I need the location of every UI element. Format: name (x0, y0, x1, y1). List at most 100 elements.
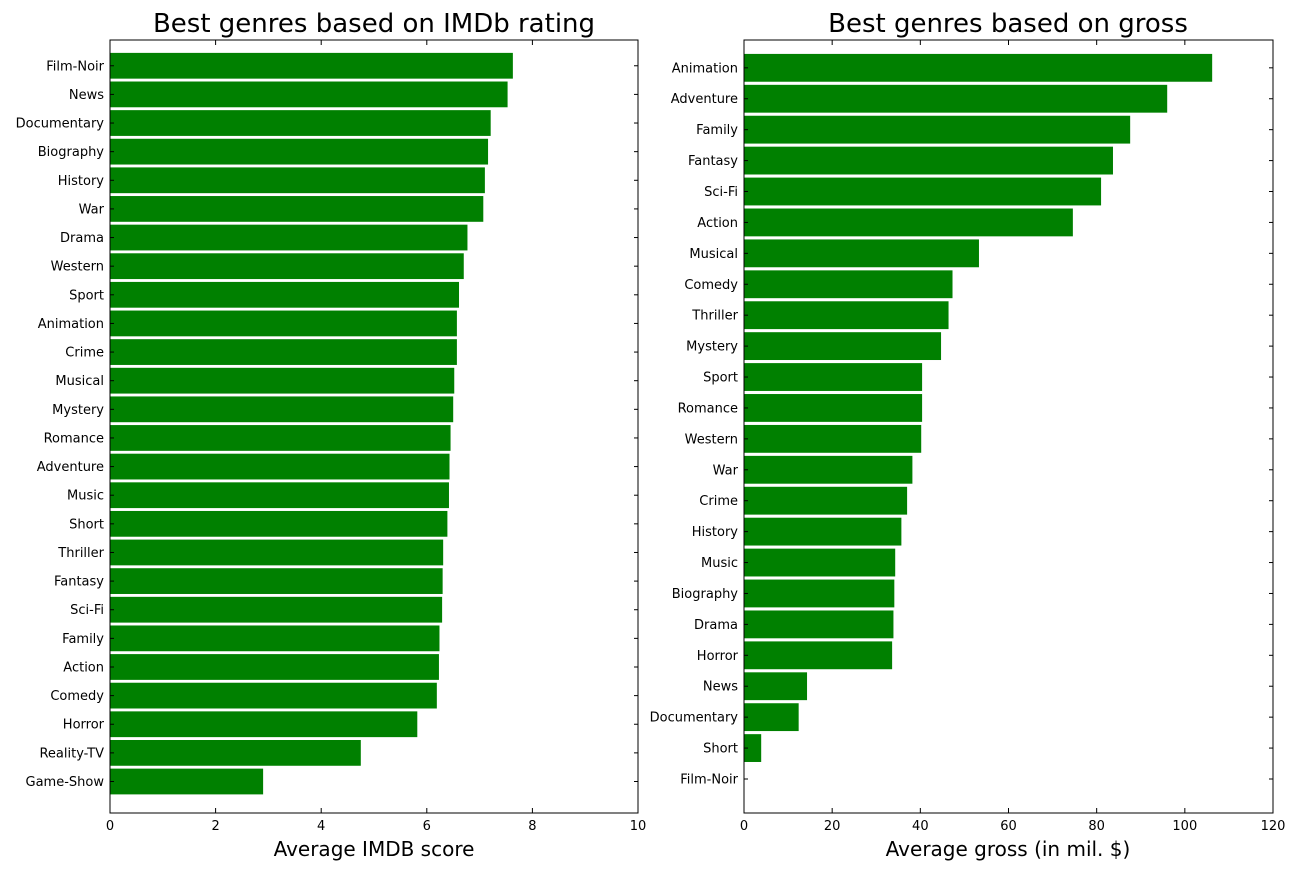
category-label-imdb: Animation (38, 317, 104, 332)
category-label-gross: Adventure (671, 92, 738, 107)
category-label-imdb: Biography (38, 145, 105, 160)
category-label-gross: Comedy (684, 278, 738, 293)
category-label-imdb: Adventure (37, 460, 104, 475)
category-label-imdb: Short (69, 517, 104, 532)
bar-imdb (110, 768, 264, 795)
category-label-gross: Music (701, 556, 738, 571)
bar-gross (744, 146, 1113, 175)
bar-imdb (110, 253, 464, 280)
category-label-gross: Mystery (686, 340, 738, 355)
category-label-gross: Animation (672, 61, 738, 76)
category-label-gross: Film-Noir (680, 772, 738, 787)
x-tick-label-imdb: 0 (106, 819, 114, 834)
bar-imdb (110, 739, 361, 766)
axes-frame-gross (743, 39, 1274, 814)
bar-imdb (110, 281, 460, 308)
category-label-imdb: Film-Noir (46, 59, 104, 74)
bar-gross (744, 301, 949, 330)
x-tick-label-imdb: 4 (317, 819, 325, 834)
bar-gross (744, 703, 799, 732)
bar-gross (744, 641, 893, 670)
bar-gross (744, 394, 923, 422)
category-label-gross: Sci-Fi (704, 185, 738, 200)
x-tick-label-gross: 20 (824, 819, 841, 834)
bar-imdb (110, 568, 443, 594)
bar-gross (744, 332, 942, 361)
bar-gross (744, 734, 762, 762)
bar-imdb (110, 167, 485, 194)
category-label-gross: News (703, 680, 738, 695)
category-label-imdb: Crime (65, 346, 104, 361)
bar-gross (744, 548, 896, 577)
chart-title-imdb: Best genres based on IMDb rating (153, 9, 595, 39)
category-label-imdb: War (79, 202, 105, 217)
x-tick-label-gross: 80 (1088, 819, 1105, 834)
bar-imdb (110, 539, 444, 566)
category-label-imdb: News (69, 88, 104, 103)
bar-imdb (110, 339, 457, 365)
bar-imdb (110, 196, 484, 222)
gross-chart: Best genres based on gross Average gross… (650, 9, 1286, 861)
category-label-gross: Crime (699, 494, 738, 509)
chart-title-gross: Best genres based on gross (828, 9, 1188, 39)
category-label-imdb: Drama (60, 231, 104, 246)
category-label-gross: Musical (689, 247, 738, 262)
category-label-gross: War (713, 463, 739, 478)
bar-imdb (110, 367, 455, 394)
category-label-gross: Thriller (691, 309, 738, 324)
bar-gross (744, 610, 894, 639)
category-label-gross: Action (697, 216, 738, 231)
bar-gross (744, 270, 953, 299)
category-label-gross: Drama (694, 618, 738, 633)
category-label-imdb: Sci-Fi (70, 603, 104, 618)
category-label-imdb: Mystery (52, 403, 104, 418)
category-label-imdb: Action (63, 660, 104, 675)
x-tick-label-gross: 60 (1000, 819, 1017, 834)
bar-gross (744, 177, 1102, 206)
bar-imdb (110, 138, 489, 165)
bar-imdb (110, 310, 457, 337)
bar-gross (744, 363, 923, 391)
category-label-gross: Fantasy (688, 154, 738, 169)
bar-gross (744, 517, 902, 546)
x-tick-label-imdb: 6 (423, 819, 431, 834)
x-tick-label-gross: 100 (1172, 819, 1197, 834)
imdb-rating-chart: Best genres based on IMDb rating Average… (16, 9, 647, 861)
category-label-gross: Short (703, 742, 738, 757)
bar-gross (744, 579, 895, 608)
x-tick-label-imdb: 2 (211, 819, 219, 834)
category-label-imdb: Reality-TV (39, 746, 104, 761)
category-label-gross: History (692, 525, 739, 540)
category-label-imdb: Musical (55, 374, 104, 389)
bar-imdb (110, 81, 508, 108)
category-label-gross: Documentary (650, 711, 739, 726)
bar-imdb (110, 510, 448, 537)
axes-frame-imdb (109, 39, 639, 814)
bar-imdb (110, 52, 513, 79)
x-tick-label-gross: 40 (912, 819, 929, 834)
category-label-imdb: Romance (44, 431, 104, 446)
bar-imdb (110, 711, 418, 738)
bar-imdb (110, 224, 468, 251)
category-label-gross: Biography (672, 587, 739, 602)
bar-imdb (110, 654, 439, 680)
category-label-imdb: Horror (63, 718, 105, 733)
x-tick-label-imdb: 8 (528, 819, 536, 834)
category-label-imdb: Game-Show (26, 775, 105, 790)
bar-gross (744, 53, 1213, 82)
bar-imdb (110, 453, 450, 480)
bar-gross (744, 115, 1131, 144)
bar-gross (744, 486, 908, 515)
category-label-imdb: Comedy (50, 689, 104, 704)
bar-imdb (110, 425, 451, 451)
category-label-gross: Romance (678, 401, 738, 416)
bar-imdb (110, 110, 491, 136)
bar-gross (744, 672, 808, 701)
category-label-gross: Sport (703, 371, 738, 386)
category-label-imdb: Western (51, 260, 104, 275)
category-label-imdb: Music (67, 489, 104, 504)
bar-gross (744, 84, 1168, 113)
x-axis-label-gross: Average gross (in mil. $) (886, 837, 1131, 861)
x-tick-label-imdb: 10 (630, 819, 647, 834)
